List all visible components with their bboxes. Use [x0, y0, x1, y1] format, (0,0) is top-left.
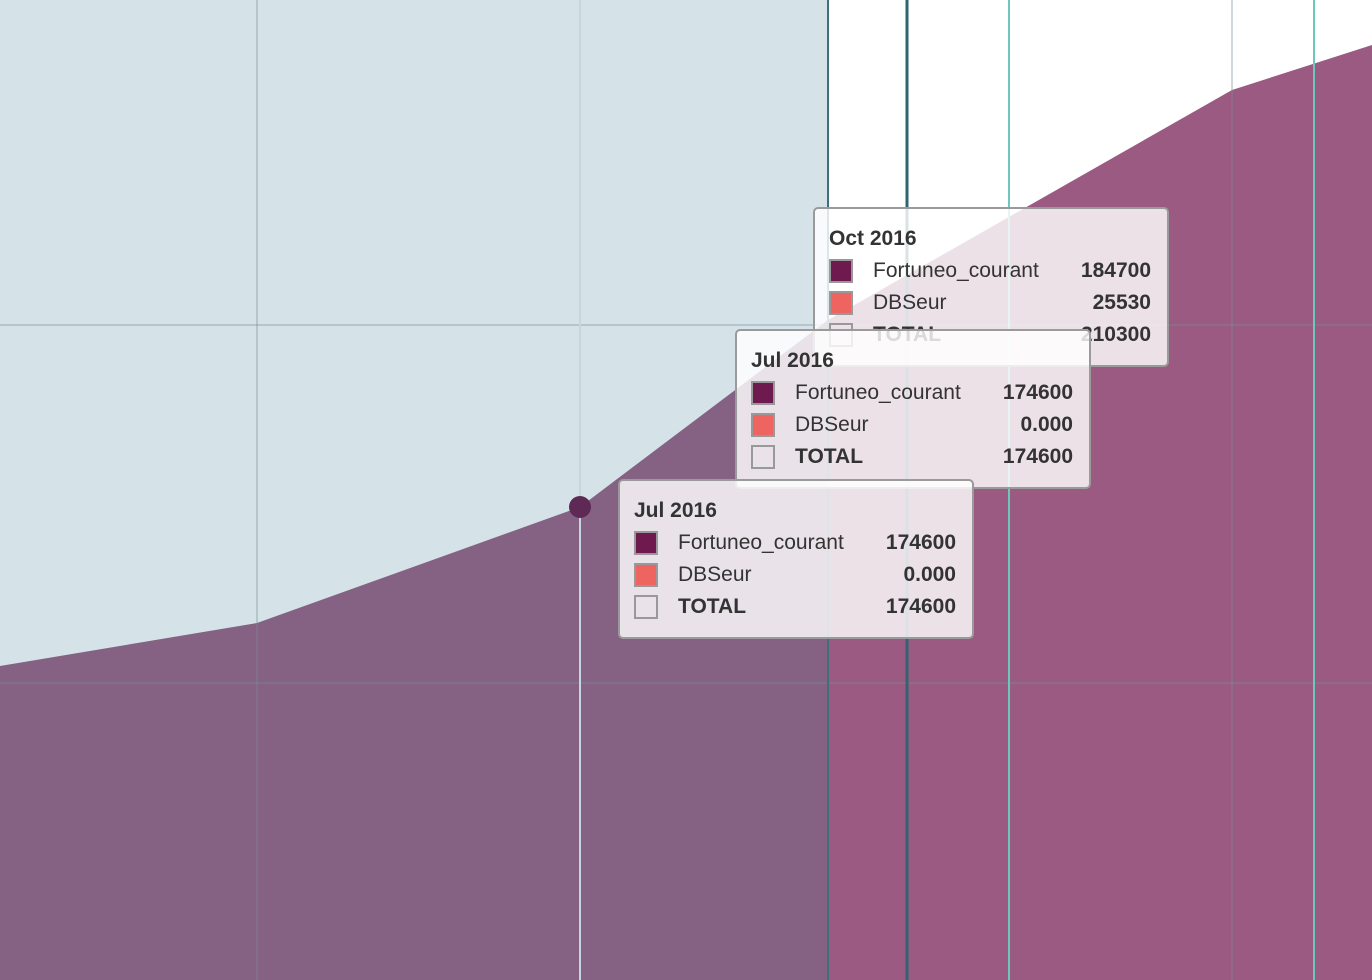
series-value: 174600	[1002, 445, 1073, 468]
legend-swatch	[829, 259, 853, 283]
tooltip-row: Fortuneo_courant 174600	[751, 377, 1073, 409]
legend-swatch	[829, 291, 853, 315]
legend-swatch	[751, 445, 775, 469]
series-name: Fortuneo_courant	[678, 531, 844, 554]
series-value: 174600	[1002, 381, 1073, 404]
series-value: 0.000	[1020, 413, 1073, 436]
tooltip-row: Fortuneo_courant 174600	[634, 527, 956, 559]
series-name: DBSeur	[873, 291, 947, 314]
tooltip: Jul 2016 Fortuneo_courant 174600 DBSeur 0.00…	[735, 329, 1091, 489]
legend-swatch	[751, 381, 775, 405]
series-value: 25530	[1092, 291, 1151, 314]
legend-swatch	[751, 413, 775, 437]
legend-swatch	[634, 531, 658, 555]
series-name: TOTAL	[678, 595, 747, 618]
tooltip-title: Jul 2016	[634, 499, 717, 522]
hover-point	[569, 496, 591, 518]
series-name: Fortuneo_courant	[873, 259, 1039, 282]
tooltip-row: TOTAL 174600	[634, 591, 956, 623]
tooltip-row: DBSeur 0.000	[751, 409, 1073, 441]
series-value: 0.000	[903, 563, 956, 586]
series-value: 184700	[1080, 259, 1151, 282]
series-value: 174600	[885, 595, 956, 618]
tooltip-row: DBSeur 0.000	[634, 559, 956, 591]
tooltip-title: Oct 2016	[829, 227, 917, 250]
series-value: 210300	[1080, 323, 1151, 346]
series-name: Fortuneo_courant	[795, 381, 961, 404]
series-value: 174600	[885, 531, 956, 554]
series-name: DBSeur	[795, 413, 869, 436]
legend-swatch	[634, 563, 658, 587]
tooltip-title: Jul 2016	[751, 349, 834, 372]
tooltip-row: Fortuneo_courant 184700	[829, 255, 1151, 287]
legend-swatch	[634, 595, 658, 619]
tooltip-row: DBSeur 25530	[829, 287, 1151, 319]
tooltip-row: TOTAL 174600	[751, 441, 1073, 473]
series-name: TOTAL	[795, 445, 864, 468]
tooltip: Jul 2016 Fortuneo_courant 174600 DBSeur 0.00…	[618, 479, 974, 639]
series-name: DBSeur	[678, 563, 752, 586]
